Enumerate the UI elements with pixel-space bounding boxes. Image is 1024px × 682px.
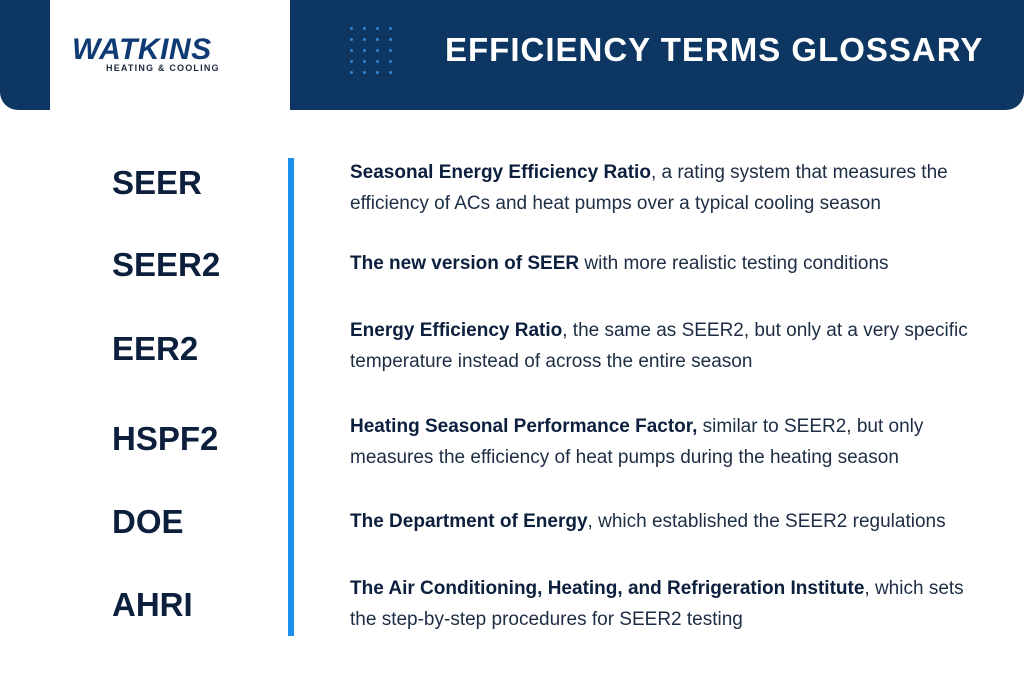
- dot: [350, 71, 353, 74]
- definition-rest: similar to SEER2, but only measures the …: [350, 416, 924, 468]
- glossary-definition: Seasonal Energy Efficiency Ratio, a rati…: [350, 157, 970, 219]
- glossary-term: EER2: [112, 330, 199, 367]
- definition-bold: Seasonal Energy Efficiency Ratio: [350, 162, 651, 183]
- glossary-definition: Heating Seasonal Performance Factor, sim…: [350, 411, 970, 473]
- logo[interactable]: WATKINS HEATING & COOLING: [50, 0, 290, 110]
- definition-rest: with more realistic testing conditions: [579, 253, 889, 274]
- dot: [389, 38, 392, 41]
- vertical-divider: [288, 158, 294, 636]
- definition-rest: , which sets the step-by-step procedures…: [350, 578, 964, 630]
- dot: [376, 49, 379, 52]
- definition-rest: , the same as SEER2, but only at a very …: [350, 320, 968, 372]
- logo-tagline: HEATING & COOLING: [106, 63, 220, 73]
- dot: [363, 27, 366, 30]
- dot: [363, 60, 366, 63]
- dot: [350, 38, 353, 41]
- definition-rest: , which established the SEER2 regulation…: [587, 511, 946, 532]
- dot: [363, 71, 366, 74]
- glossary-definition: The Department of Energy, which establis…: [350, 506, 970, 537]
- dot: [350, 27, 353, 30]
- dot: [376, 71, 379, 74]
- dot: [350, 49, 353, 52]
- dot-grid-decoration: [350, 27, 394, 77]
- definition-bold: Heating Seasonal Performance Factor,: [350, 416, 698, 437]
- dot: [389, 49, 392, 52]
- dot: [376, 60, 379, 63]
- header-bar: WATKINS HEATING & COOLING EFFICIENCY TER…: [0, 0, 1024, 110]
- glossary-term: HSPF2: [112, 420, 219, 457]
- glossary-term: AHRI: [112, 586, 193, 623]
- definition-rest: , a rating system that measures the effi…: [350, 162, 948, 214]
- dot: [350, 60, 353, 63]
- definition-bold: The new version of SEER: [350, 253, 580, 274]
- definition-bold: The Department of Energy: [350, 511, 588, 532]
- dot: [363, 38, 366, 41]
- header-bg-main: [290, 0, 1024, 110]
- page-title: EFFICIENCY TERMS GLOSSARY: [445, 31, 984, 68]
- glossary-definition: The Air Conditioning, Heating, and Refri…: [350, 573, 970, 635]
- dot: [389, 27, 392, 30]
- dot: [376, 27, 379, 30]
- definition-bold: Energy Efficiency Ratio: [350, 320, 563, 341]
- definition-bold: The Air Conditioning, Heating, and Refri…: [350, 578, 865, 599]
- glossary-term: DOE: [112, 503, 184, 540]
- logo-name: WATKINS: [72, 33, 212, 66]
- glossary-term: SEER: [112, 164, 202, 201]
- glossary-definition: Energy Efficiency Ratio, the same as SEE…: [350, 315, 970, 377]
- dot: [389, 71, 392, 74]
- glossary-definition: The new version of SEER with more realis…: [350, 248, 970, 279]
- dot: [376, 38, 379, 41]
- dot: [389, 60, 392, 63]
- dot: [363, 49, 366, 52]
- glossary-term: SEER2: [112, 246, 221, 283]
